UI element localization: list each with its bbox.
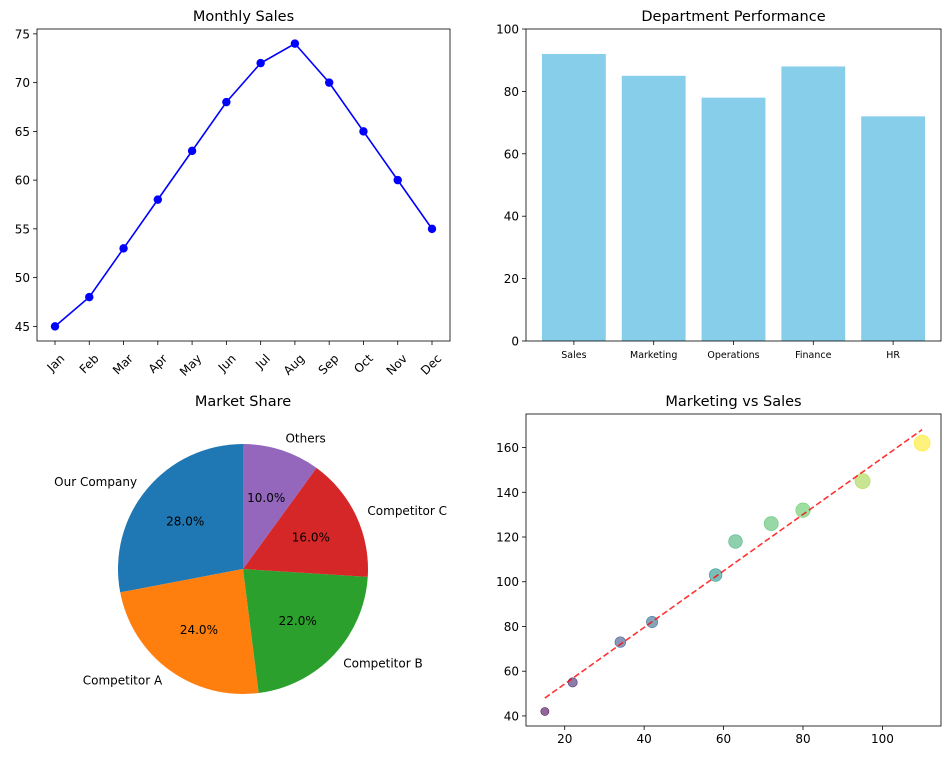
y-tick-label: 140	[496, 486, 519, 500]
data-point	[222, 97, 231, 107]
slice-label: Others	[285, 432, 325, 446]
scatter-point	[708, 568, 723, 582]
marketing-vs-sales-chart: Marketing vs Sales 40 60 80 100 120 140 160 20 40…	[496, 394, 942, 746]
x-tick-label: HR	[886, 350, 900, 361]
bar	[621, 75, 686, 342]
bar	[861, 116, 926, 341]
y-tick-label: 55	[15, 222, 30, 236]
data-point	[153, 195, 163, 204]
department-performance-chart: Department Performance 0 20 40 60 80 100 Sales M…	[496, 9, 942, 361]
y-tick-label: 65	[15, 125, 30, 139]
scatter-point	[854, 473, 871, 489]
slice-label: Our Company	[54, 475, 137, 489]
data-point	[427, 224, 437, 234]
chart-title: Market Share	[195, 394, 291, 410]
y-tick-label: 50	[15, 271, 30, 285]
scatter-point	[614, 636, 627, 648]
x-tick-label: Dec	[418, 351, 444, 377]
x-tick-label: Sales	[561, 350, 586, 361]
chart-title: Monthly Sales	[193, 9, 294, 25]
slice-percent-label: 22.0%	[279, 614, 317, 628]
slice-percent-label: 28.0%	[166, 515, 204, 529]
data-point	[290, 39, 300, 48]
x-tick-label: 40	[637, 732, 652, 746]
x-tick-label: 20	[557, 732, 572, 746]
y-tick-label: 75	[15, 27, 30, 41]
market-share-chart: Market Share 28.0% Our Company 24.0% Competi…	[54, 394, 447, 694]
x-tick-label: Apr	[146, 351, 171, 376]
pie-slice	[243, 467, 368, 577]
bar	[781, 66, 846, 341]
x-tick-label: Aug	[281, 351, 307, 377]
pie-slice	[243, 444, 317, 569]
bar	[541, 53, 606, 342]
pie-slice	[243, 569, 368, 694]
slice-label: Competitor A	[83, 674, 163, 688]
trend-line	[544, 429, 923, 699]
slice-percent-label: 10.0%	[247, 491, 285, 505]
y-tick-label: 100	[496, 575, 519, 589]
data-point	[50, 322, 60, 331]
slice-label: Competitor C	[367, 504, 447, 518]
x-tick-label: 60	[716, 732, 731, 746]
y-tick-label: 100	[496, 23, 519, 37]
y-tick-label: 20	[504, 272, 519, 286]
y-tick-label: 60	[15, 174, 30, 188]
y-tick-label: 45	[15, 320, 30, 334]
slice-percent-label: 16.0%	[292, 531, 330, 545]
slice-label: Competitor B	[343, 657, 422, 671]
y-tick-label: 60	[504, 665, 519, 679]
data-point	[187, 146, 197, 156]
axes-frame	[525, 413, 942, 727]
x-tick-label: Jan	[44, 351, 68, 375]
y-tick-label: 120	[496, 531, 519, 545]
scatter-point	[567, 677, 578, 688]
x-tick-label: 80	[795, 732, 810, 746]
x-tick-label: Jul	[252, 351, 273, 372]
y-tick-label: 80	[504, 620, 519, 634]
y-tick-label: 160	[496, 441, 519, 455]
scatter-point	[763, 516, 779, 531]
scatter-point	[728, 534, 743, 549]
chart-title: Marketing vs Sales	[665, 394, 801, 410]
data-point	[359, 127, 368, 136]
chart-title: Department Performance	[641, 9, 825, 25]
data-point	[393, 175, 402, 185]
data-point	[256, 58, 265, 68]
y-tick-label: 70	[15, 76, 30, 90]
x-tick-label: Finance	[795, 350, 831, 361]
scatter-point	[913, 434, 931, 452]
y-tick-label: 80	[504, 85, 519, 99]
x-tick-label: May	[177, 351, 204, 378]
x-tick-label: Oct	[351, 351, 376, 376]
x-tick-label: Marketing	[630, 350, 677, 361]
slice-percent-label: 24.0%	[180, 623, 218, 637]
y-tick-label: 60	[504, 147, 519, 161]
axes-frame	[36, 28, 451, 342]
x-tick-label: 100	[871, 732, 894, 746]
y-tick-label: 40	[504, 709, 519, 723]
x-tick-label: Sep	[316, 351, 342, 377]
x-tick-label: Jun	[215, 351, 239, 375]
data-point	[85, 292, 94, 302]
x-tick-label: Nov	[384, 351, 410, 377]
y-tick-label: 40	[504, 210, 519, 224]
bar	[701, 97, 766, 341]
series-line	[54, 42, 433, 327]
data-point	[324, 78, 334, 87]
scatter-point	[540, 707, 550, 716]
pie-slice	[117, 444, 243, 593]
monthly-sales-chart: Monthly Sales 45 50 55 60 65 70 75 Jan Feb Mar Apr M…	[15, 9, 451, 379]
x-tick-label: Feb	[77, 351, 102, 376]
x-tick-label: Mar	[110, 351, 136, 377]
data-point	[119, 244, 128, 253]
y-tick-label: 0	[511, 335, 519, 349]
pie-slice	[120, 569, 259, 694]
x-tick-label: Operations	[707, 350, 759, 361]
